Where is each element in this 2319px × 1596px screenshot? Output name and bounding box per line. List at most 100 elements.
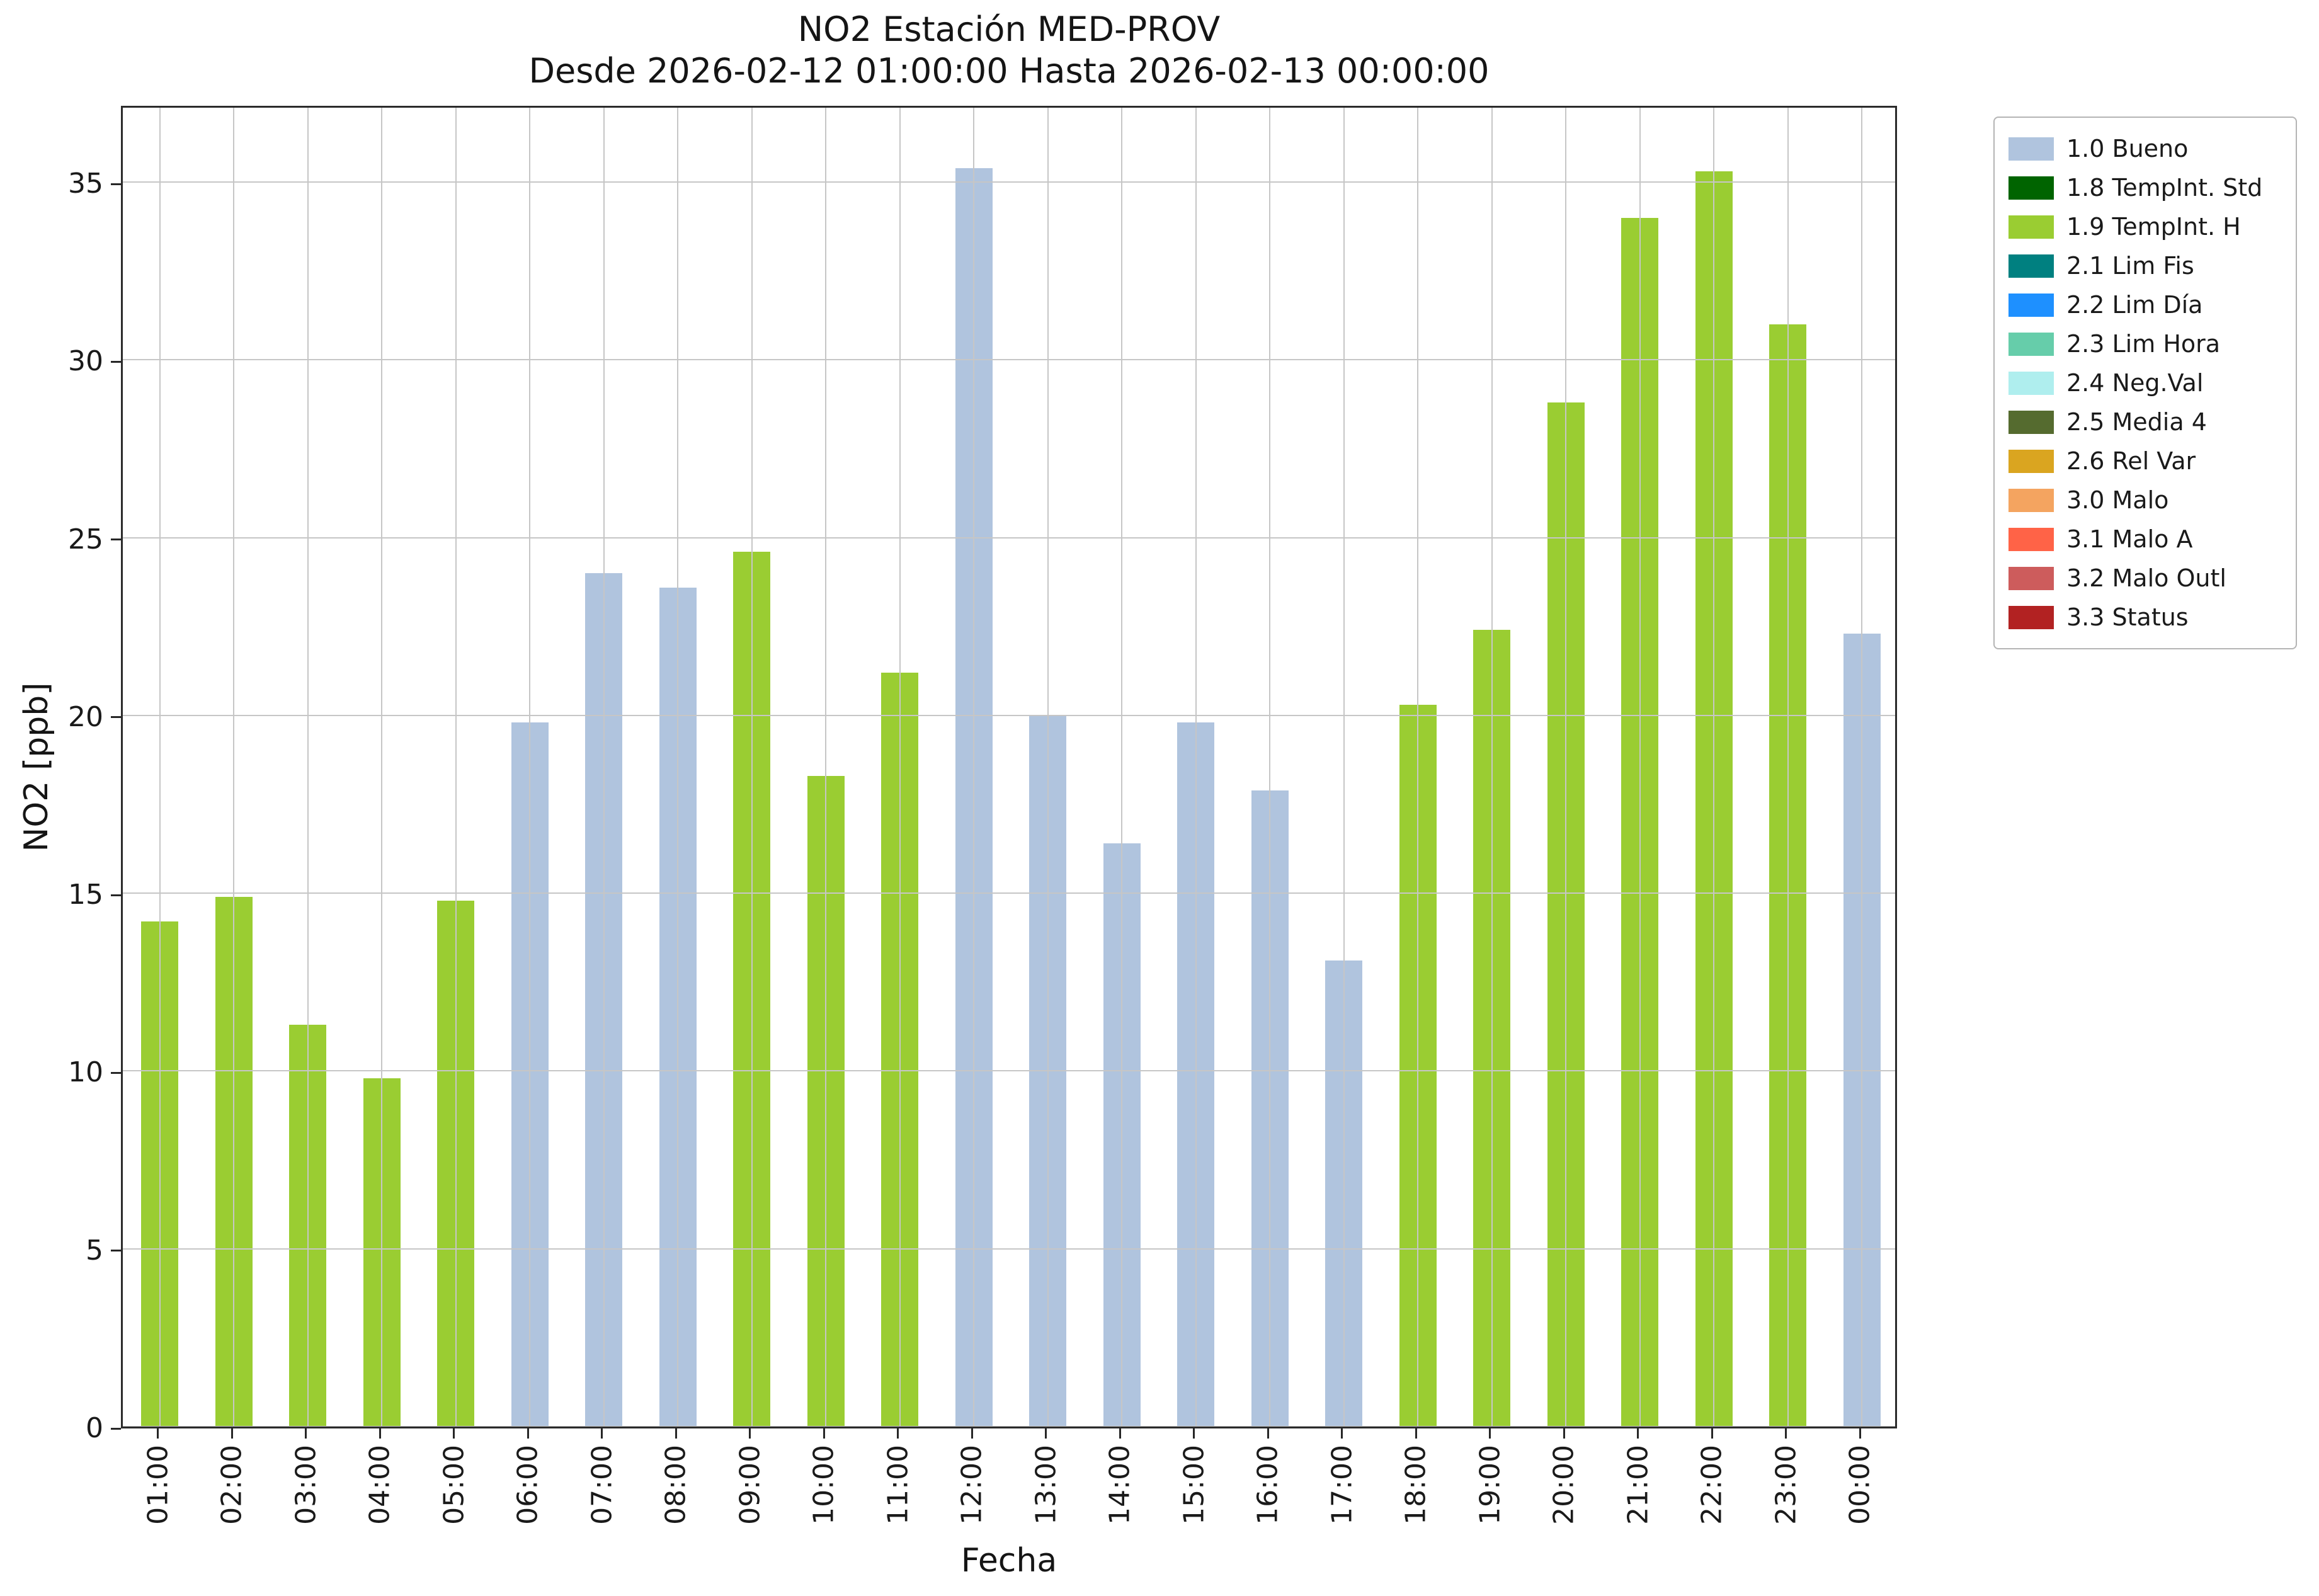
gridline-horizontal — [123, 892, 1895, 894]
gridline-horizontal — [123, 359, 1895, 361]
x-tick-label: 01:00 — [142, 1445, 174, 1525]
legend: 1.0 Bueno 1.8 TempInt. Std 1.9 TempInt. H 2… — [1993, 117, 2297, 649]
gridline-vertical — [677, 108, 679, 1427]
x-tick-mark — [1341, 1428, 1343, 1439]
x-tick-mark — [453, 1428, 455, 1439]
x-tick-mark — [1415, 1428, 1417, 1439]
x-tick-mark — [1489, 1428, 1491, 1439]
gridline-vertical — [751, 108, 753, 1427]
x-tick-mark — [379, 1428, 381, 1439]
x-tick-label: 10:00 — [807, 1445, 840, 1525]
x-tick-mark — [1045, 1428, 1047, 1439]
x-tick-label: 17:00 — [1326, 1445, 1359, 1525]
legend-swatch — [2008, 566, 2054, 590]
gridline-vertical — [1195, 108, 1197, 1427]
gridline-vertical — [1565, 108, 1567, 1427]
legend-label: 2.1 Lim Fis — [2066, 252, 2194, 280]
gridline-horizontal — [123, 714, 1895, 716]
gridline-vertical — [381, 108, 383, 1427]
x-tick-label: 14:00 — [1103, 1445, 1136, 1525]
y-tick-mark — [111, 894, 121, 896]
gridline-vertical — [1713, 108, 1715, 1427]
x-tick-mark — [1193, 1428, 1195, 1439]
legend-item: 2.6 Rel Var — [2008, 442, 2282, 481]
legend-item: 1.9 TempInt. H — [2008, 207, 2282, 246]
gridline-vertical — [973, 108, 975, 1427]
legend-label: 3.2 Malo Outl — [2066, 564, 2226, 592]
x-tick-label: 06:00 — [511, 1445, 544, 1525]
x-tick-label: 11:00 — [882, 1445, 914, 1525]
y-tick-label: 0 — [86, 1412, 103, 1444]
legend-item: 2.1 Lim Fis — [2008, 246, 2282, 285]
x-tick-mark — [1563, 1428, 1565, 1439]
legend-swatch — [2008, 527, 2054, 551]
legend-item: 2.4 Neg.Val — [2008, 363, 2282, 402]
legend-label: 2.3 Lim Hora — [2066, 330, 2221, 358]
legend-label: 1.9 TempInt. H — [2066, 213, 2241, 241]
legend-item: 2.2 Lim Día — [2008, 285, 2282, 324]
chart-title-block: NO2 Estación MED-PROV Desde 2026-02-12 0… — [121, 9, 1897, 92]
gridline-vertical — [1861, 108, 1863, 1427]
legend-item: 1.0 Bueno — [2008, 129, 2282, 168]
y-tick-label: 15 — [68, 879, 103, 911]
gridline-vertical — [1343, 108, 1345, 1427]
x-tick-label: 21:00 — [1622, 1445, 1655, 1525]
legend-item: 2.5 Media 4 — [2008, 402, 2282, 442]
legend-label: 1.8 TempInt. Std — [2066, 174, 2263, 202]
legend-swatch — [2008, 215, 2054, 239]
gridline-vertical — [1787, 108, 1789, 1427]
x-tick-label: 08:00 — [659, 1445, 692, 1525]
x-axis-label: Fecha — [960, 1542, 1057, 1580]
x-tick-label: 15:00 — [1178, 1445, 1211, 1525]
gridline-vertical — [159, 108, 161, 1427]
gridline-vertical — [1417, 108, 1419, 1427]
legend-swatch — [2008, 137, 2054, 161]
x-tick-label: 16:00 — [1251, 1445, 1284, 1525]
legend-swatch — [2008, 449, 2054, 473]
x-tick-label: 07:00 — [586, 1445, 618, 1525]
chart-title: NO2 Estación MED-PROV — [797, 9, 1221, 49]
x-tick-mark — [601, 1428, 603, 1439]
legend-label: 2.6 Rel Var — [2066, 447, 2196, 475]
x-tick-label: 09:00 — [734, 1445, 766, 1525]
x-tick-label: 22:00 — [1695, 1445, 1728, 1525]
gridline-vertical — [1491, 108, 1493, 1427]
y-tick-mark — [111, 360, 121, 363]
gridline-horizontal — [123, 537, 1895, 539]
y-tick-label: 30 — [68, 345, 103, 378]
gridline-vertical — [307, 108, 309, 1427]
legend-item: 3.2 Malo Outl — [2008, 559, 2282, 598]
gridline-horizontal — [123, 1248, 1895, 1250]
legend-label: 2.4 Neg.Val — [2066, 369, 2204, 397]
y-tick-label: 20 — [68, 700, 103, 733]
y-tick-mark — [111, 183, 121, 185]
gridline-vertical — [899, 108, 901, 1427]
y-tick-mark — [111, 1427, 121, 1430]
legend-swatch — [2008, 605, 2054, 629]
x-tick-label: 12:00 — [955, 1445, 988, 1525]
x-tick-label: 03:00 — [290, 1445, 322, 1525]
x-tick-label: 13:00 — [1030, 1445, 1063, 1525]
x-tick-mark — [971, 1428, 973, 1439]
gridline-horizontal — [123, 1426, 1895, 1427]
x-tick-mark — [1711, 1428, 1713, 1439]
gridline-vertical — [825, 108, 827, 1427]
x-tick-mark — [305, 1428, 307, 1439]
legend-label: 3.1 Malo A — [2066, 525, 2193, 553]
gridline-horizontal — [123, 1070, 1895, 1072]
legend-label: 2.2 Lim Día — [2066, 291, 2203, 319]
x-tick-mark — [749, 1428, 751, 1439]
x-tick-mark — [897, 1428, 899, 1439]
x-tick-mark — [231, 1428, 233, 1439]
legend-item: 1.8 TempInt. Std — [2008, 168, 2282, 207]
x-tick-label: 23:00 — [1770, 1445, 1803, 1525]
x-tick-mark — [1859, 1428, 1861, 1439]
x-tick-label: 19:00 — [1474, 1445, 1507, 1525]
x-tick-mark — [1267, 1428, 1269, 1439]
legend-item: 2.3 Lim Hora — [2008, 324, 2282, 363]
x-tick-label: 18:00 — [1399, 1445, 1432, 1525]
x-tick-mark — [675, 1428, 677, 1439]
gridline-vertical — [1639, 108, 1641, 1427]
gridline-vertical — [1121, 108, 1123, 1427]
